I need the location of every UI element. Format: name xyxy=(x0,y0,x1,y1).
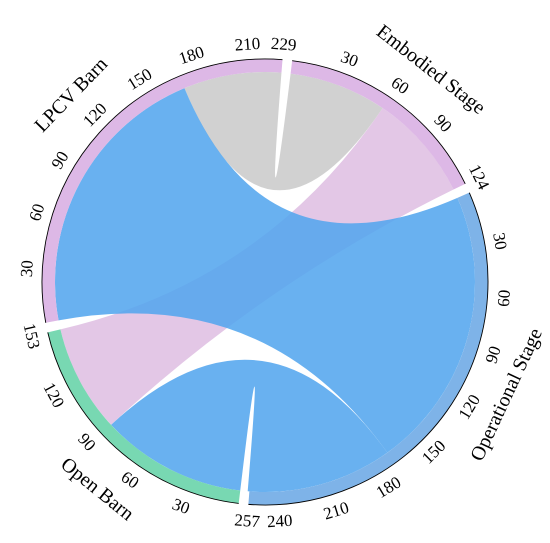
arc-operational-stage xyxy=(248,192,489,505)
tick-label: 90 xyxy=(74,429,99,454)
group-label-lpcv-barn: LPCV Barn xyxy=(30,53,112,136)
ribbon-lpcv-barn-to-embodied-stage xyxy=(184,72,383,191)
tick-label: 210 xyxy=(321,498,351,524)
tick-label: 30 xyxy=(489,231,511,251)
arc-open-barn xyxy=(47,329,241,504)
tick-label: 60 xyxy=(494,289,514,307)
tick-label: 240 xyxy=(266,511,293,532)
tick-label: 90 xyxy=(47,148,72,172)
group-label-open-barn: Open Barn xyxy=(56,453,138,525)
tick-label: 120 xyxy=(39,379,68,410)
tick-label: 150 xyxy=(418,436,449,467)
tick-label: 90 xyxy=(482,344,505,366)
arc-outline-lpcv-barn xyxy=(41,58,283,323)
tick-label: 30 xyxy=(17,260,37,278)
tick-label: 257 xyxy=(234,510,261,531)
tick-label: 180 xyxy=(176,42,206,68)
ribbon-lpcv-barn-to-operational-stage xyxy=(55,88,476,453)
tick-label: 60 xyxy=(388,73,413,98)
tick-label: 60 xyxy=(118,467,143,492)
arc-outline-open-barn xyxy=(47,332,239,504)
arc-embodied-stage xyxy=(290,60,466,190)
tick-label: 30 xyxy=(338,47,361,71)
tick-label: 124 xyxy=(465,161,494,193)
tick-label: 210 xyxy=(234,34,261,55)
arc-outline-operational-stage xyxy=(248,192,489,506)
tick-label: 90 xyxy=(430,111,455,136)
chord-ribbons xyxy=(55,72,476,493)
tick-label: 60 xyxy=(25,201,48,223)
tick-label: 120 xyxy=(455,391,485,423)
group-arcs xyxy=(41,58,489,506)
tick-label: 153 xyxy=(20,322,44,351)
tick-label: 180 xyxy=(373,472,405,501)
arc-outline-embodied-stage xyxy=(292,60,466,185)
tick-label: 229 xyxy=(270,34,297,55)
tick-label: 30 xyxy=(170,494,193,518)
ribbon-open-barn-to-operational-stage xyxy=(111,359,388,493)
tick-label: 150 xyxy=(124,64,156,94)
